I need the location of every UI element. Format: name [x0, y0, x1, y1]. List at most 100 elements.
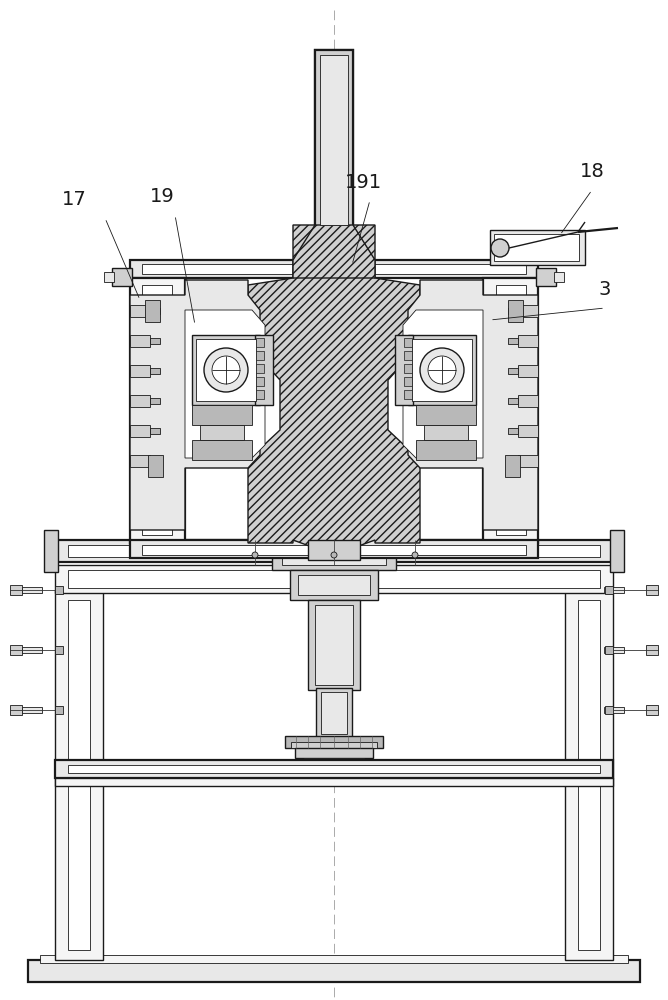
Text: 191: 191 [345, 173, 382, 192]
Bar [145, 300, 160, 322]
Bar [404, 377, 412, 386]
Bar [55, 540, 613, 562]
Bar [404, 390, 412, 399]
Bar [320, 55, 348, 220]
Circle shape [204, 348, 248, 392]
Bar [55, 706, 63, 714]
Bar [536, 268, 556, 286]
Bar [554, 272, 564, 282]
Polygon shape [403, 310, 483, 458]
Bar [408, 335, 476, 405]
Bar [412, 339, 472, 401]
Bar [68, 765, 600, 773]
Bar [112, 268, 132, 286]
Bar [256, 390, 264, 399]
Circle shape [252, 552, 258, 558]
Bar [10, 585, 22, 595]
Bar [130, 260, 538, 278]
Bar [10, 705, 22, 715]
Bar [315, 605, 353, 685]
Bar [604, 647, 624, 653]
Bar [150, 368, 160, 374]
Bar [298, 575, 370, 595]
Bar [150, 398, 160, 404]
Polygon shape [185, 310, 265, 458]
Bar [200, 425, 244, 440]
Bar [404, 364, 412, 373]
Bar [192, 405, 252, 425]
Bar [604, 587, 624, 593]
Bar [196, 339, 256, 401]
Bar [55, 646, 63, 654]
Bar [22, 587, 42, 593]
Bar [610, 530, 624, 572]
Circle shape [412, 552, 418, 558]
Bar [290, 570, 378, 600]
Bar [605, 646, 613, 654]
Bar [142, 264, 526, 274]
Bar [496, 285, 526, 535]
Text: 3: 3 [598, 280, 611, 299]
Bar [508, 368, 518, 374]
Bar [508, 308, 518, 314]
Bar [256, 364, 264, 373]
Bar [255, 335, 273, 405]
Bar [321, 692, 347, 734]
Bar [28, 960, 640, 982]
Bar [130, 305, 150, 317]
Bar [10, 645, 22, 655]
Bar [130, 335, 150, 347]
Bar [44, 530, 58, 572]
Bar [256, 351, 264, 360]
Bar [315, 50, 353, 228]
Bar [646, 645, 658, 655]
Bar [320, 55, 348, 225]
Bar [130, 540, 538, 558]
Bar [192, 440, 252, 460]
Bar [150, 308, 160, 314]
Bar [68, 600, 90, 950]
Bar [508, 398, 518, 404]
Bar [130, 455, 150, 467]
Bar [416, 405, 476, 425]
Bar [272, 540, 396, 570]
Bar [55, 778, 613, 786]
Bar [518, 335, 538, 347]
Bar [508, 338, 518, 344]
Bar [508, 458, 518, 464]
Circle shape [331, 552, 337, 558]
Bar [308, 540, 360, 560]
Bar [22, 707, 42, 713]
Bar [256, 377, 264, 386]
Bar [565, 590, 613, 960]
Bar [494, 234, 579, 261]
Bar [55, 586, 63, 594]
Polygon shape [248, 225, 420, 555]
Bar [518, 425, 538, 437]
Bar [404, 351, 412, 360]
Bar [291, 742, 377, 748]
Bar [416, 440, 476, 460]
Bar [150, 458, 160, 464]
Polygon shape [293, 225, 375, 278]
Bar [518, 395, 538, 407]
Bar [646, 585, 658, 595]
Bar [605, 586, 613, 594]
Bar [395, 335, 413, 405]
Bar [148, 455, 163, 477]
Bar [55, 760, 613, 778]
Circle shape [212, 356, 240, 384]
Bar [68, 570, 600, 588]
Bar [282, 545, 386, 565]
Bar [490, 230, 585, 265]
Bar [518, 365, 538, 377]
Bar [505, 455, 520, 477]
Bar [578, 600, 600, 950]
Bar [22, 647, 42, 653]
Bar [308, 600, 360, 690]
Bar [518, 305, 538, 317]
Bar [424, 425, 468, 440]
Bar [130, 425, 150, 437]
Circle shape [491, 239, 509, 257]
Bar [508, 428, 518, 434]
